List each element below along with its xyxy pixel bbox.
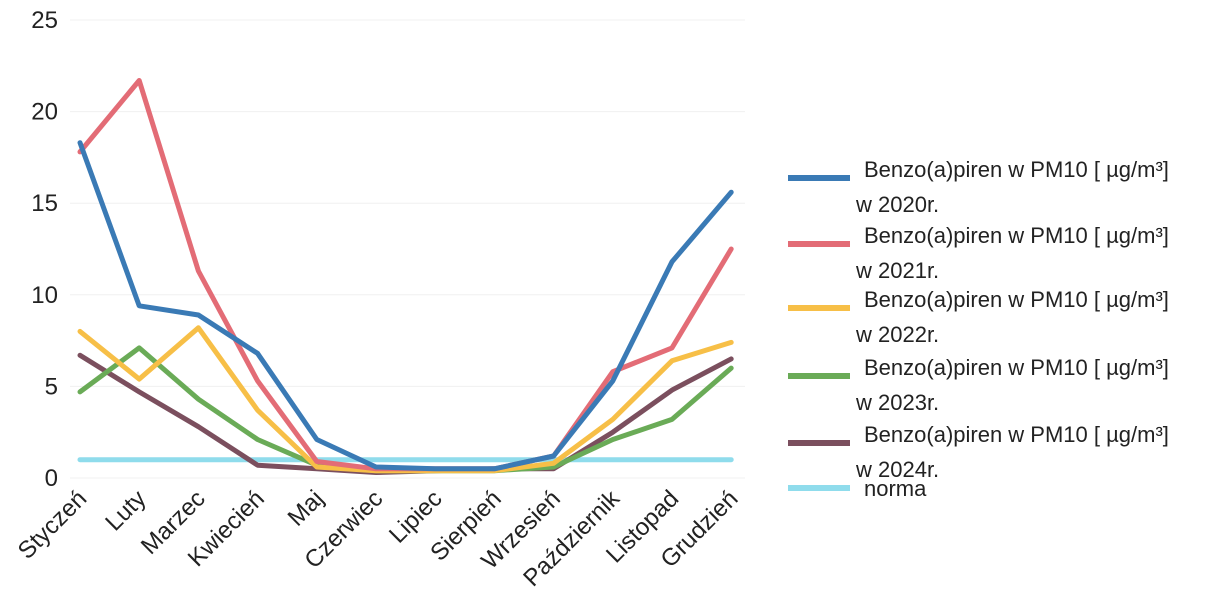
legend-label: Benzo(a)piren w PM10 [ µg/m³] xyxy=(864,157,1169,182)
legend-label-year: w 2021r. xyxy=(855,258,939,283)
y-tick-label: 0 xyxy=(45,465,58,492)
legend-label: Benzo(a)piren w PM10 [ µg/m³] xyxy=(864,287,1169,312)
series-line xyxy=(77,78,734,472)
x-tick-label: Maj xyxy=(283,485,329,531)
x-tick-label: Styczeń xyxy=(13,485,92,564)
y-tick-label: 10 xyxy=(31,282,58,309)
legend: Benzo(a)piren w PM10 [ µg/m³] w 2020r. Ben… xyxy=(788,157,1169,501)
y-tick-label: 5 xyxy=(45,373,58,400)
legend-label: Benzo(a)piren w PM10 [ µg/m³] xyxy=(864,422,1169,447)
y-tick-label: 25 xyxy=(31,7,58,34)
y-tick-label: 20 xyxy=(31,99,58,126)
y-tick-label: 15 xyxy=(31,190,58,217)
series-line xyxy=(77,140,734,472)
y-axis: 0 5 10 15 20 25 xyxy=(31,7,58,492)
legend-label: Benzo(a)piren w PM10 [ µg/m³] xyxy=(864,355,1169,380)
series-line xyxy=(77,345,734,474)
legend-label-year: w 2020r. xyxy=(855,192,939,217)
legend-label: norma xyxy=(864,476,927,501)
series-line xyxy=(77,352,734,475)
plot-area xyxy=(77,78,734,475)
legend-label-year: w 2022r. xyxy=(855,322,939,347)
legend-label-year: w 2023r. xyxy=(855,390,939,415)
series-line xyxy=(77,325,734,474)
x-tick-label: Luty xyxy=(100,485,151,536)
legend-label: Benzo(a)piren w PM10 [ µg/m³] xyxy=(864,223,1169,248)
legend-label-year: w 2024r. xyxy=(855,457,939,482)
grid-lines xyxy=(70,19,745,479)
